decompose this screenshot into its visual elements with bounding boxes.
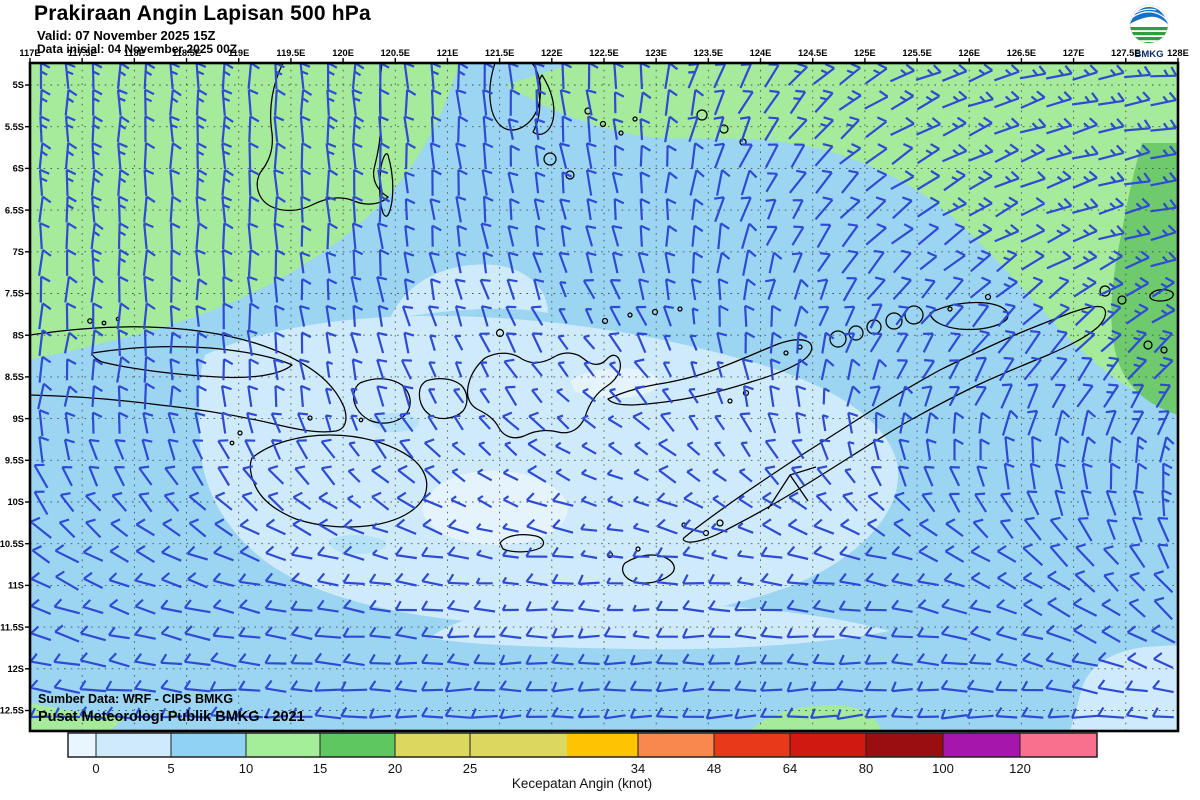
left-axis-label: 7.5S	[5, 289, 24, 299]
top-axis-label: 127E	[1063, 48, 1085, 58]
legend-tick-label: 64	[783, 761, 797, 776]
top-axis-label: 123E	[645, 48, 667, 58]
legend-tick-label: 34	[631, 761, 645, 776]
top-axis-label: 126.5E	[1007, 48, 1036, 58]
left-axis-label: 9.5S	[5, 456, 24, 466]
valid-time-text: Valid: 07 November 2025 15Z	[37, 28, 216, 43]
top-axis-label: 124.5E	[798, 48, 827, 58]
legend-tick-label: 120	[1009, 761, 1031, 776]
top-axis-label: 119.5E	[276, 48, 305, 58]
left-axis-label: 11.5S	[0, 622, 24, 632]
legend-segment	[1020, 733, 1097, 757]
left-axis-label: 8S	[13, 330, 24, 340]
top-axis-label: 124E	[750, 48, 772, 58]
top-axis-label: 117.5E	[68, 48, 97, 58]
bmkg-logo: BMKG	[1129, 4, 1169, 60]
left-axis-label: 5S	[13, 80, 24, 90]
top-axis-label: 119E	[228, 48, 249, 58]
top-axis-label: 120.5E	[381, 48, 410, 58]
top-axis-label: 126E	[958, 48, 980, 58]
top-axis-label: 125.5E	[902, 48, 931, 58]
legend-tick-label: 5	[167, 761, 174, 776]
left-axis-label: 7S	[13, 247, 24, 257]
left-axis-label: 6S	[13, 164, 24, 174]
legend-segment	[171, 733, 246, 757]
legend-tick-label: 10	[239, 761, 253, 776]
top-axis-label: 125E	[854, 48, 876, 58]
bg-regions	[30, 63, 1178, 731]
legend-segment	[68, 733, 96, 757]
source-credit-line: Pusat Meteorologi Publik BMKG - 2021	[38, 709, 305, 725]
legend-segment	[943, 733, 1020, 757]
top-axis-label: 118.5E	[172, 48, 201, 58]
top-axis-label: 127.5E	[1111, 48, 1140, 58]
legend-segment	[320, 733, 395, 757]
map-axes: 117E 117.5E 118E 118.5E 119E 119.5E 120E 120.5E…	[0, 48, 1189, 716]
legend-segment	[395, 733, 567, 757]
legend-segment	[246, 733, 320, 757]
page-title: Prakiraan Angin Lapisan 500 hPa	[34, 2, 371, 25]
legend-segment	[96, 733, 171, 757]
legend-tick-label: 20	[388, 761, 402, 776]
legend-tick-label: 80	[859, 761, 873, 776]
left-axis-label: 6.5S	[5, 205, 24, 215]
legend-tick-label: 25	[463, 761, 477, 776]
init-time-text: Data inisial: 04 November 2025 00Z	[37, 42, 238, 56]
top-axis-label: 118E	[124, 48, 145, 58]
map-canvas	[28, 61, 1180, 733]
legend-caption: Kecepatan Angin (knot)	[512, 776, 652, 791]
top-axis-label: 123.5E	[694, 48, 723, 58]
left-axis-label: 12S	[7, 664, 24, 674]
legend-tick-label: 0	[92, 761, 99, 776]
legend-segment	[714, 733, 790, 757]
left-axis-label: 8.5S	[5, 372, 24, 382]
logo-art	[1130, 7, 1168, 43]
legend-segment	[638, 733, 714, 757]
legend-colorbar: 0 5 10 15 20 25 34 48 64 80 100 120	[67, 732, 1098, 776]
left-axis-label: 12.5S	[0, 706, 24, 716]
logo-label: BMKG	[1134, 49, 1163, 60]
left-axis-label: 10.5S	[0, 539, 24, 549]
left-axis-label: 11S	[8, 581, 24, 591]
top-axis-label: 128E	[1167, 48, 1189, 58]
top-axis-label: 122.5E	[589, 48, 618, 58]
top-axis-label: 117E	[19, 48, 40, 58]
left-axis-label: 10S	[7, 497, 24, 507]
top-axis-label: 122E	[541, 48, 563, 58]
legend-tick-label: 48	[707, 761, 721, 776]
left-axis-label: 9S	[13, 414, 24, 424]
legend-tick-label: 15	[313, 761, 327, 776]
left-axis-label: 5.5S	[5, 122, 24, 132]
top-axis-label: 120E	[332, 48, 354, 58]
legend-segment	[567, 733, 638, 757]
top-axis-label: 121.5E	[485, 48, 514, 58]
wind-barbs	[30, 63, 1178, 720]
top-axis-label: 121E	[437, 48, 459, 58]
legend-bar-outline	[67, 732, 1098, 758]
legend-tick-label: 100	[932, 761, 954, 776]
source-data-line: Sumber Data: WRF - CIPS BMKG	[38, 692, 233, 706]
legend-segment	[866, 733, 943, 757]
legend-segment	[790, 733, 866, 757]
